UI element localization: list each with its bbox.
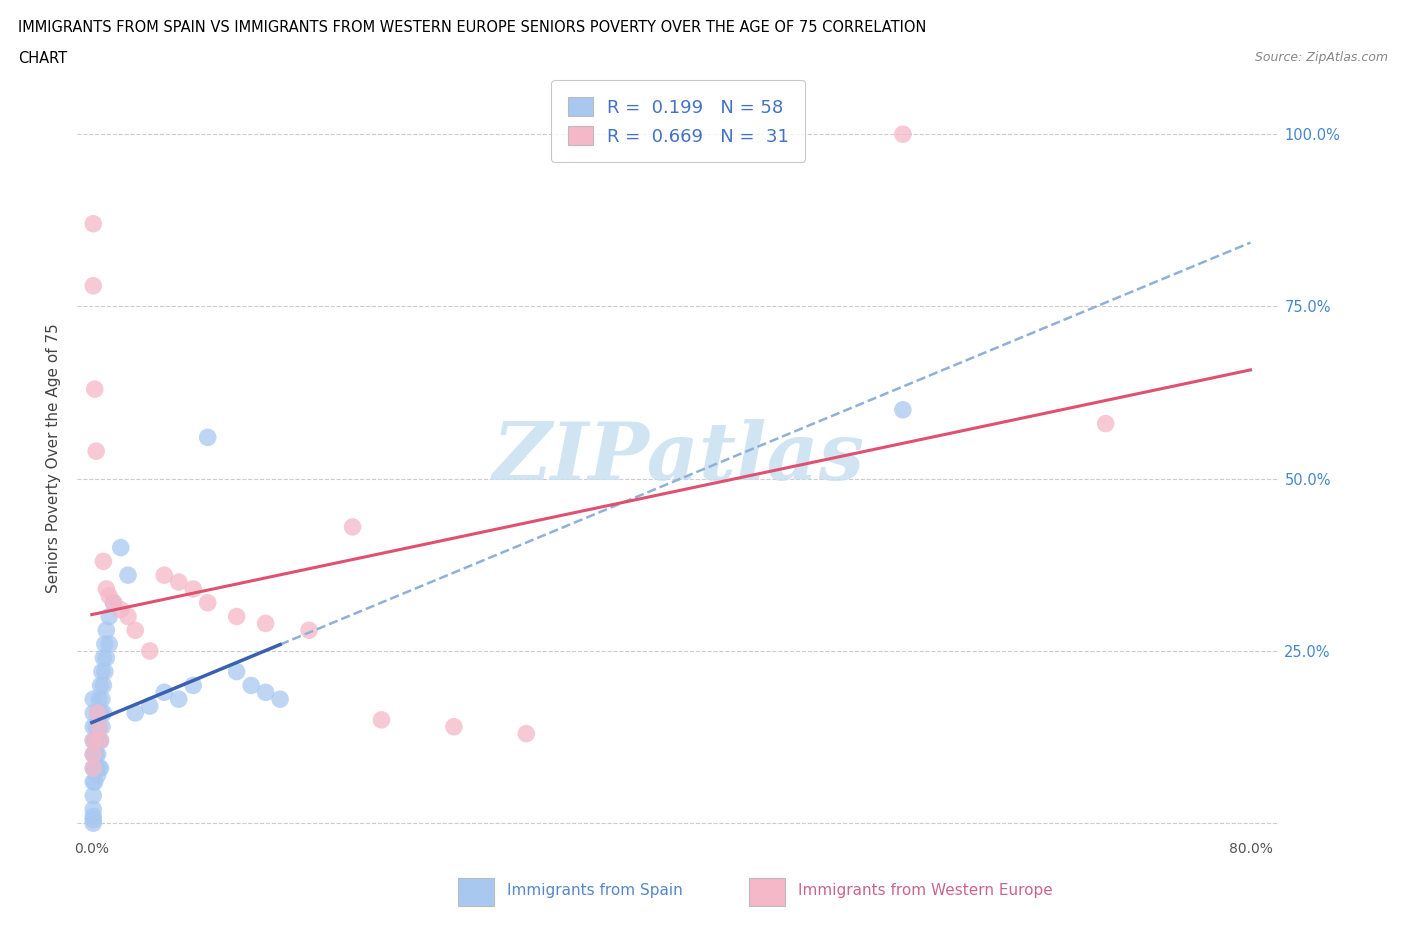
Point	[153, 684, 176, 699]
Point	[86, 706, 108, 721]
Text: Source: ZipAtlas.com: Source: ZipAtlas.com	[1254, 51, 1388, 64]
Point	[89, 761, 111, 776]
Point	[89, 733, 111, 748]
Point	[93, 554, 115, 569]
Point	[240, 678, 263, 693]
Point	[891, 403, 914, 418]
Point	[515, 726, 537, 741]
Point	[254, 684, 277, 699]
Point	[269, 692, 291, 707]
Text: Immigrants from Spain: Immigrants from Spain	[508, 884, 683, 898]
Point	[87, 719, 110, 734]
Point	[87, 692, 110, 707]
Point	[82, 775, 104, 790]
Point	[82, 816, 104, 830]
Point	[87, 733, 110, 748]
Point	[167, 575, 190, 590]
Point	[93, 706, 115, 721]
Point	[197, 430, 219, 445]
Point	[891, 126, 914, 141]
Point	[1094, 416, 1116, 431]
Point	[443, 719, 465, 734]
Bar	[458, 878, 494, 906]
Point	[86, 733, 108, 748]
Point	[82, 278, 104, 293]
Point	[84, 444, 107, 458]
Point	[181, 581, 204, 596]
Text: Immigrants from Western Europe: Immigrants from Western Europe	[799, 884, 1053, 898]
Point	[110, 603, 132, 618]
Point	[87, 719, 110, 734]
Point	[124, 623, 146, 638]
Point	[225, 664, 247, 679]
Point	[153, 567, 176, 582]
Text: ZIPatlas: ZIPatlas	[492, 419, 865, 497]
Point	[86, 767, 108, 782]
Point	[84, 719, 107, 734]
Point	[86, 747, 108, 762]
Point	[82, 733, 104, 748]
Point	[117, 567, 139, 582]
Point	[139, 698, 162, 713]
Point	[103, 595, 125, 610]
Point	[94, 637, 117, 652]
Text: IMMIGRANTS FROM SPAIN VS IMMIGRANTS FROM WESTERN EUROPE SENIORS POVERTY OVER THE: IMMIGRANTS FROM SPAIN VS IMMIGRANTS FROM…	[18, 20, 927, 35]
Point	[89, 706, 111, 721]
Point	[83, 775, 105, 790]
Point	[82, 812, 104, 827]
Point	[94, 664, 117, 679]
Point	[103, 595, 125, 610]
Point	[82, 789, 104, 804]
Point	[82, 706, 104, 721]
Point	[83, 733, 105, 748]
Point	[93, 650, 115, 665]
Point	[87, 761, 110, 776]
Point	[96, 623, 118, 638]
Point	[167, 692, 190, 707]
Point	[98, 609, 121, 624]
Point	[82, 761, 104, 776]
Point	[98, 637, 121, 652]
Point	[96, 650, 118, 665]
Point	[83, 747, 105, 762]
Point	[139, 644, 162, 658]
Point	[98, 589, 121, 604]
Point	[82, 733, 104, 748]
Point	[82, 802, 104, 817]
Point	[124, 706, 146, 721]
Legend: R =  0.199   N = 58, R =  0.669   N =  31: R = 0.199 N = 58, R = 0.669 N = 31	[551, 81, 806, 162]
Point	[82, 747, 104, 762]
Bar	[749, 878, 785, 906]
Point	[96, 581, 118, 596]
Point	[370, 712, 392, 727]
Point	[93, 678, 115, 693]
Point	[82, 217, 104, 232]
Point	[298, 623, 321, 638]
Point	[91, 719, 114, 734]
Point	[84, 733, 107, 748]
Point	[82, 747, 104, 762]
Point	[254, 616, 277, 631]
Point	[225, 609, 247, 624]
Point	[91, 692, 114, 707]
Point	[82, 809, 104, 824]
Point	[91, 664, 114, 679]
Point	[82, 719, 104, 734]
Point	[117, 609, 139, 624]
Y-axis label: Seniors Poverty Over the Age of 75: Seniors Poverty Over the Age of 75	[46, 323, 62, 593]
Point	[84, 747, 107, 762]
Point	[110, 540, 132, 555]
Point	[84, 761, 107, 776]
Point	[197, 595, 219, 610]
Point	[89, 733, 111, 748]
Point	[181, 678, 204, 693]
Point	[82, 692, 104, 707]
Point	[83, 761, 105, 776]
Point	[82, 761, 104, 776]
Text: CHART: CHART	[18, 51, 67, 66]
Point	[86, 706, 108, 721]
Point	[83, 381, 105, 396]
Point	[342, 520, 364, 535]
Point	[89, 678, 111, 693]
